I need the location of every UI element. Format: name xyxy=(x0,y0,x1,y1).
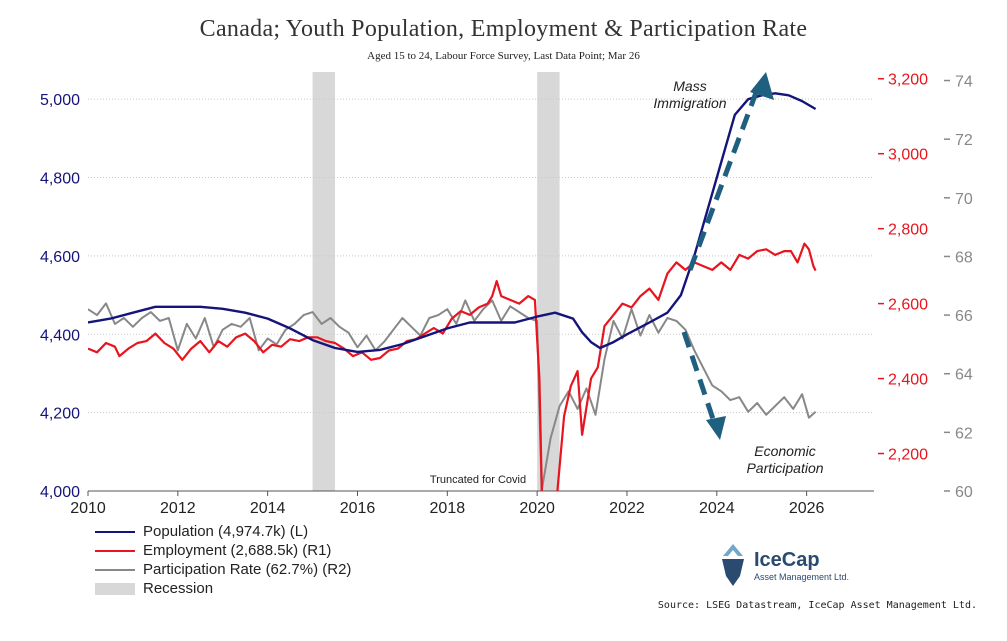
legend-label: Employment (2,688.5k) (R1) xyxy=(143,542,332,559)
y-right1-tick-label: 2,800 xyxy=(888,222,928,239)
legend: Population (4,974.7k) (L) Employment (2,… xyxy=(95,522,351,598)
y-right2-tick-label: 68 xyxy=(955,249,973,266)
logo-name: IceCap xyxy=(754,548,820,571)
y-right2-tick-label: 74 xyxy=(955,74,973,91)
arrow-up-head xyxy=(750,72,774,100)
series-employment-line xyxy=(88,242,817,491)
logo-subtitle: Asset Management Ltd. xyxy=(754,571,850,582)
series-population-line xyxy=(88,92,817,354)
arrow-down-head xyxy=(706,416,726,440)
x-tick-label: 2016 xyxy=(340,500,376,517)
y-left-tick-label: 4,600 xyxy=(40,249,80,266)
legend-label: Participation Rate (62.7%) (R2) xyxy=(143,561,352,578)
y-left-tick-label: 5,000 xyxy=(40,92,80,109)
y-right2-tick-label: 62 xyxy=(955,425,973,442)
legend-item-employment: Employment (2,688.5k) (R1) xyxy=(95,541,351,560)
icecap-logo: IceCap Asset Management Ltd. xyxy=(718,542,849,588)
y-left-tick-label: 4,400 xyxy=(40,327,80,344)
y-left-tick-label: 4,000 xyxy=(40,484,80,501)
annotation-line: Participation xyxy=(746,460,824,476)
y-right2-tick-label: 66 xyxy=(955,308,973,325)
legend-label: Population (4,974.7k) (L) xyxy=(143,523,309,540)
x-tick-label: 2022 xyxy=(609,500,645,517)
annotation-mass-immigration: Mass Immigration xyxy=(640,78,740,112)
iceberg-icon xyxy=(722,544,744,586)
series-participation-line xyxy=(88,299,817,491)
annotation-line: Economic xyxy=(754,443,816,459)
legend-swatch xyxy=(95,568,135,571)
y-left-tick-label: 4,200 xyxy=(40,406,80,423)
y-right1-tick-label: 3,000 xyxy=(888,147,928,164)
x-tick-label: 2020 xyxy=(519,500,555,517)
y-right2-tick-label: 60 xyxy=(955,484,973,501)
x-tick-label: 2012 xyxy=(160,500,196,517)
x-tick-label: 2024 xyxy=(699,500,735,517)
y-right1-tick-label: 2,600 xyxy=(888,297,928,314)
arrow-down-line xyxy=(681,331,717,423)
recession-band xyxy=(537,72,560,491)
chart-subtitle: Aged 15 to 24, Labour Force Survey, Last… xyxy=(367,50,640,62)
legend-box xyxy=(95,582,135,595)
chart-title: Canada; Youth Population, Employment & P… xyxy=(199,16,808,42)
annotation-line: Mass xyxy=(673,78,707,94)
legend-label: Recession xyxy=(143,580,214,597)
annotation-truncated: Truncated for Covid xyxy=(429,474,527,486)
legend-swatch xyxy=(95,549,135,552)
y-right2-tick-label: 72 xyxy=(955,132,973,149)
arrow-up-line xyxy=(687,89,760,271)
recession-band xyxy=(312,72,336,491)
x-tick-label: 2014 xyxy=(250,500,286,517)
legend-swatch xyxy=(95,530,135,533)
source-note: Source: LSEG Datastream, IceCap Asset Ma… xyxy=(657,600,977,611)
y-right2-tick-label: 64 xyxy=(955,367,973,384)
x-tick-label: 2018 xyxy=(430,500,466,517)
y-right1-tick-label: 2,400 xyxy=(888,372,928,389)
legend-item-participation: Participation Rate (62.7%) (R2) xyxy=(95,560,351,579)
annotation-line: Immigration xyxy=(653,95,727,111)
y-right2-tick-label: 70 xyxy=(955,191,973,208)
x-tick-label: 2026 xyxy=(789,500,825,517)
y-right1-tick-label: 2,200 xyxy=(888,447,928,464)
y-right1-tick-label: 3,200 xyxy=(888,72,928,89)
x-tick-label: 2010 xyxy=(70,500,106,517)
annotation-economic-participation: Economic Participation xyxy=(735,443,835,477)
legend-item-population: Population (4,974.7k) (L) xyxy=(95,522,351,541)
y-left-tick-label: 4,800 xyxy=(40,171,80,188)
legend-item-recession: Recession xyxy=(95,579,351,598)
